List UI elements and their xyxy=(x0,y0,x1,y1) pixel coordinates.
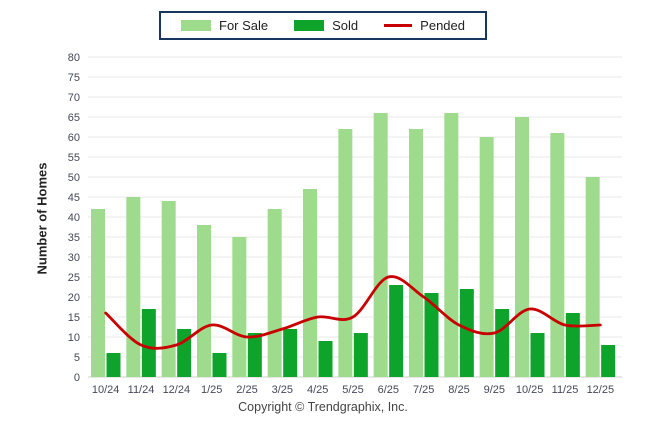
x-tick-label: 7/25 xyxy=(413,384,434,396)
sold-bar xyxy=(247,333,262,377)
x-tick-label: 4/25 xyxy=(307,384,328,396)
sold-bar xyxy=(141,309,156,377)
x-tick-label: 6/25 xyxy=(378,384,399,396)
sold-bar xyxy=(424,293,439,377)
y-tick-label: 75 xyxy=(68,72,80,84)
for-sale-swatch-icon xyxy=(181,20,211,31)
y-tick-label: 50 xyxy=(68,172,80,184)
sold-bar xyxy=(177,329,192,377)
for-sale-bar xyxy=(338,129,353,377)
for-sale-bar xyxy=(479,137,494,377)
pended-line xyxy=(104,275,602,350)
y-tick-label: 60 xyxy=(68,132,80,144)
y-tick-label: 40 xyxy=(68,212,80,224)
sold-bar xyxy=(389,285,404,377)
x-tick-label: 12/25 xyxy=(587,384,615,396)
sold-bar xyxy=(106,353,121,377)
sold-bar xyxy=(353,333,368,377)
x-tick-label: 11/25 xyxy=(552,384,579,396)
x-tick-label: 2/25 xyxy=(236,384,257,396)
y-tick-label: 80 xyxy=(68,52,80,64)
x-tick-label: 10/24 xyxy=(92,384,120,396)
x-tick-label: 11/24 xyxy=(128,384,155,396)
x-tick-label: 5/25 xyxy=(342,384,363,396)
legend-label-sold: Sold xyxy=(332,18,359,33)
y-tick-label: 20 xyxy=(68,292,80,304)
x-tick-label: 3/25 xyxy=(272,384,293,396)
y-axis-title: Number of Homes xyxy=(34,162,50,275)
x-tick-label: 12/24 xyxy=(163,384,191,396)
sold-bar xyxy=(495,309,510,377)
sold-bar xyxy=(212,353,227,377)
for-sale-bar xyxy=(409,129,423,377)
for-sale-bar xyxy=(126,197,141,377)
legend-item-for-sale: For Sale xyxy=(181,18,268,33)
for-sale-bar xyxy=(373,113,388,377)
legend-label-for-sale: For Sale xyxy=(219,18,269,33)
y-tick-label: 55 xyxy=(68,152,80,164)
legend: For Sale Sold Pended xyxy=(159,11,487,40)
x-tick-label: 10/25 xyxy=(516,384,544,396)
for-sale-bar xyxy=(91,209,105,377)
y-tick-label: 30 xyxy=(68,252,80,264)
y-tick-label: 0 xyxy=(74,372,80,384)
y-tick-label: 25 xyxy=(68,272,80,284)
for-sale-bar xyxy=(303,189,317,377)
y-tick-label: 45 xyxy=(68,192,80,204)
sold-bar xyxy=(318,341,333,377)
x-tick-label: 9/25 xyxy=(484,384,505,396)
y-tick-label: 35 xyxy=(68,232,80,244)
for-sale-bar xyxy=(550,133,565,377)
y-tick-label: 5 xyxy=(74,352,80,364)
legend-item-sold: Sold xyxy=(294,18,358,33)
for-sale-bar xyxy=(444,113,459,377)
sold-bar xyxy=(601,345,616,377)
for-sale-bar xyxy=(161,201,176,377)
for-sale-bar xyxy=(515,117,529,377)
y-tick-label: 70 xyxy=(68,92,80,104)
x-tick-label: 1/25 xyxy=(201,384,222,396)
legend-label-pended: Pended xyxy=(420,18,465,33)
y-tick-label: 10 xyxy=(68,332,80,344)
sold-bar xyxy=(459,289,474,377)
for-sale-bar xyxy=(585,177,600,377)
for-sale-bar xyxy=(232,237,247,377)
legend-item-pended: Pended xyxy=(384,18,465,33)
sold-bar xyxy=(283,329,298,377)
y-tick-label: 15 xyxy=(68,312,80,324)
for-sale-bar xyxy=(197,225,211,377)
for-sale-bar xyxy=(267,209,282,377)
sold-bar xyxy=(565,313,580,377)
sold-swatch-icon xyxy=(294,20,325,31)
copyright-text: Copyright © Trendgraphix, Inc. xyxy=(238,400,408,414)
sold-bar xyxy=(530,333,545,377)
y-tick-label: 65 xyxy=(68,112,80,124)
x-tick-label: 8/25 xyxy=(448,384,469,396)
pended-line-swatch-icon xyxy=(384,24,413,27)
